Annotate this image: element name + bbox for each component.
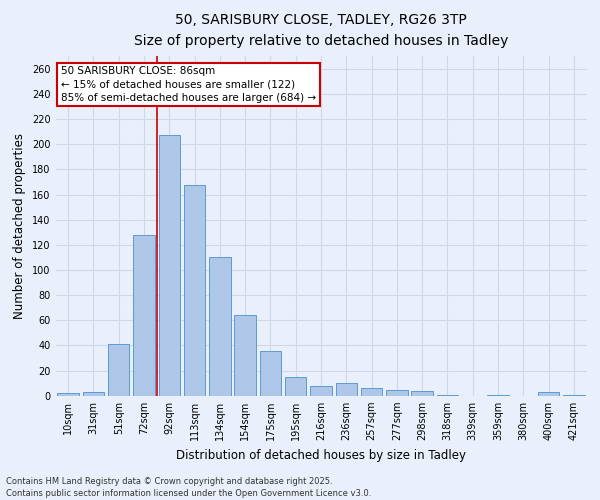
Bar xyxy=(184,184,205,396)
Bar xyxy=(260,350,281,396)
Bar xyxy=(361,388,382,396)
Bar xyxy=(235,316,256,396)
Bar xyxy=(335,383,357,396)
Y-axis label: Number of detached properties: Number of detached properties xyxy=(14,133,26,319)
Text: 50 SARISBURY CLOSE: 86sqm
← 15% of detached houses are smaller (122)
85% of semi: 50 SARISBURY CLOSE: 86sqm ← 15% of detac… xyxy=(61,66,316,103)
Title: 50, SARISBURY CLOSE, TADLEY, RG26 3TP
Size of property relative to detached hous: 50, SARISBURY CLOSE, TADLEY, RG26 3TP Si… xyxy=(134,14,508,48)
Bar xyxy=(209,258,230,396)
Bar xyxy=(158,136,180,396)
Bar xyxy=(83,392,104,396)
Text: Contains HM Land Registry data © Crown copyright and database right 2025.
Contai: Contains HM Land Registry data © Crown c… xyxy=(6,476,371,498)
Bar xyxy=(285,377,307,396)
Bar xyxy=(58,394,79,396)
Bar xyxy=(108,344,130,396)
Bar xyxy=(412,391,433,396)
Bar xyxy=(437,394,458,396)
X-axis label: Distribution of detached houses by size in Tadley: Distribution of detached houses by size … xyxy=(176,448,466,462)
Bar xyxy=(133,235,155,396)
Bar xyxy=(310,386,332,396)
Bar xyxy=(386,390,407,396)
Bar xyxy=(563,394,584,396)
Bar xyxy=(487,394,509,396)
Bar xyxy=(538,392,559,396)
